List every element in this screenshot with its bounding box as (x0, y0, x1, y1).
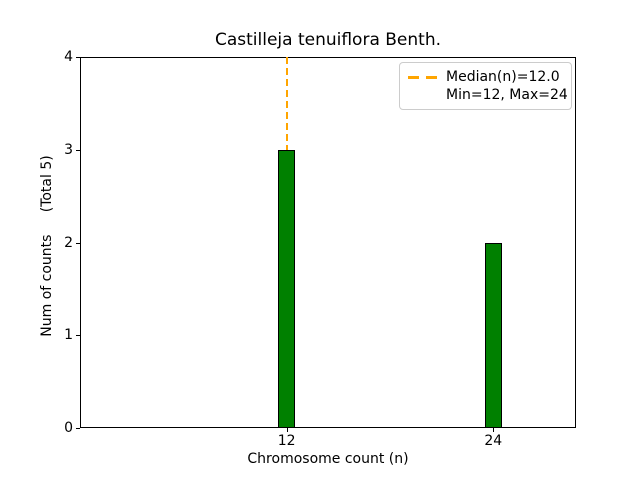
bar-24 (484, 242, 502, 428)
y-tick-label: 4 (64, 49, 73, 65)
legend-handle-spacer (408, 94, 437, 97)
y-tick-mark (76, 428, 80, 429)
median-dash-icon (408, 75, 437, 79)
x-tick-mark (286, 428, 288, 432)
legend-row-median: Median(n)=12.0 (408, 68, 563, 86)
legend-label-median: Median(n)=12.0 (446, 69, 560, 85)
chart-title: Castilleja tenuiflora Benth. (214, 30, 442, 50)
x-tick-mark (493, 428, 495, 432)
y-tick-label: 3 (64, 141, 73, 158)
y-tick-mark (76, 242, 80, 244)
x-axis-label: Chromosome count (n) (247, 451, 409, 467)
legend: Median(n)=12.0 Min=12, Max=24 (399, 62, 572, 110)
y-tick-mark (76, 57, 80, 58)
bar-12 (278, 149, 296, 429)
y-tick-label: 2 (64, 234, 73, 251)
y-tick-mark (76, 335, 80, 337)
y-tick-label: 1 (64, 327, 73, 344)
y-tick-mark (76, 149, 80, 151)
legend-row-minmax: Min=12, Max=24 (408, 86, 568, 104)
x-tick-label: 24 (484, 433, 503, 449)
y-tick-label: 0 (64, 420, 73, 436)
x-tick-label: 12 (277, 433, 296, 449)
y-axis-label: Num of counts (Total 5) (39, 155, 55, 337)
legend-label-minmax: Min=12, Max=24 (446, 87, 568, 103)
